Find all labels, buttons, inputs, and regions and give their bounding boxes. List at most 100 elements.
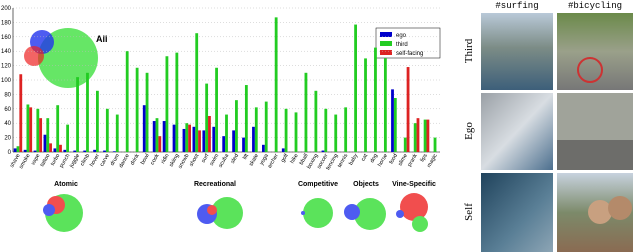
bar [205,83,209,152]
x-tick-label: surf [201,153,211,164]
bar [105,108,109,152]
x-tick-label: golf [280,153,290,164]
bar [19,74,23,152]
row-label: Third [463,38,475,63]
bar [152,121,156,152]
bar [403,137,407,152]
x-tick-label: tennis [337,153,350,169]
group-label: Objects [353,181,379,188]
bar [33,150,37,152]
bar [304,72,308,152]
bar [165,56,169,152]
bar [113,151,116,152]
legend-swatch [380,41,392,46]
bar [56,105,60,152]
x-tick-label: magic [426,153,439,169]
legend-swatch [380,50,392,55]
y-tick-label: 120 [1,64,12,70]
group-label: Vine-Specific [392,181,436,188]
venn-all: All [24,28,108,88]
bar [172,124,176,152]
bar [225,114,228,152]
bar [391,89,394,152]
column-header: #surfing [495,1,538,11]
bar [416,118,420,152]
bar [284,108,288,152]
x-tick-label: food [388,153,399,165]
bar [103,150,106,152]
row-label: Self [463,203,475,221]
bar [16,146,20,152]
bar [39,118,43,152]
y-tick-label: 160 [1,35,12,41]
bar [344,107,348,152]
bar [49,143,52,152]
y-tick-label: 20 [4,136,11,142]
bar [334,114,338,152]
bar [254,107,258,152]
bar [294,112,298,152]
x-tick-label: baby [348,153,359,167]
x-tick-label: dance [118,153,131,169]
x-tick-label: skate [248,153,260,167]
y-tick-label: 60 [4,107,11,113]
bar [23,149,27,152]
bar [198,130,201,152]
y-tick-label: 40 [4,121,11,127]
x-tick-label: scuba [218,152,231,169]
bar [383,58,387,152]
legend-label: ego [396,33,407,39]
x-tick-label: turbo [50,153,61,167]
bar [252,126,255,152]
bar [162,121,166,152]
bar [73,150,77,152]
legend-label: third [396,42,408,48]
bar [208,116,211,152]
column-header: #bicycling [568,1,622,11]
x-tick-label: horse [377,153,389,168]
bar [188,124,191,152]
bar [195,33,199,153]
bar [321,150,325,152]
x-tick-label: drum [110,153,122,167]
x-tick-label: slime [397,153,409,167]
bar [202,130,206,152]
x-tick-label: drink [130,153,141,167]
bar [96,90,99,152]
bar [192,126,196,152]
y-tick-label: 80 [4,92,11,98]
x-tick-label: shoot [189,153,201,168]
group-labels: Atomic Recreational Competitive Objects … [54,181,436,188]
bar [244,85,248,152]
bar [423,119,427,152]
photo-grid: #surfing #bicycling Third Ego Self [463,1,633,252]
y-tick-label: 200 [1,6,12,12]
x-tick-label: swim [209,153,221,167]
bar [175,52,179,152]
bar [83,150,87,152]
bar [374,47,377,152]
bar [53,148,57,152]
bar [274,17,278,152]
bar [29,107,33,152]
y-tick-label: 100 [1,78,12,84]
bar [281,148,285,152]
bar [215,67,218,152]
group-label: Recreational [194,181,236,188]
bar [242,137,245,152]
bar [182,128,186,152]
bar [93,149,97,152]
group-label: Competitive [298,181,338,188]
legend-swatch [380,32,392,37]
venn-all-label: All [96,34,108,44]
bar [76,77,79,152]
bar [63,149,67,152]
x-tick-label: prank [407,153,419,168]
bar [364,58,367,152]
bar [212,126,216,152]
x-tick-label: lift [242,153,250,161]
bar [59,144,62,152]
y-tick-label: 180 [1,20,12,26]
group-venns [43,193,428,232]
